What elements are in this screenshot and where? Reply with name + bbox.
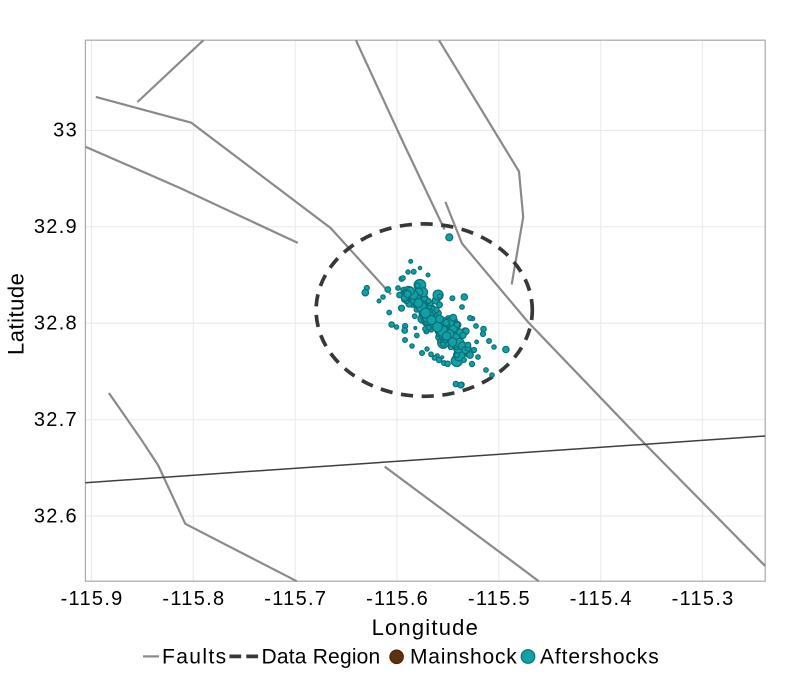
svg-text:Latitude: Latitude — [4, 273, 29, 355]
svg-text:-115.5: -115.5 — [468, 588, 531, 610]
svg-text:Mainshock: Mainshock — [410, 646, 518, 669]
svg-text:-115.8: -115.8 — [162, 588, 225, 610]
svg-text:-115.3: -115.3 — [672, 588, 735, 610]
svg-text:-115.4: -115.4 — [570, 588, 633, 610]
svg-text:33: 33 — [53, 120, 78, 142]
svg-text:32.8: 32.8 — [34, 313, 78, 335]
svg-text:Aftershocks: Aftershocks — [540, 646, 660, 669]
svg-text:Longitude: Longitude — [372, 615, 479, 640]
svg-text:32.6: 32.6 — [34, 505, 78, 527]
svg-text:Data Region: Data Region — [262, 646, 381, 669]
svg-text:-115.9: -115.9 — [61, 588, 124, 610]
svg-text:-115.7: -115.7 — [264, 588, 327, 610]
svg-text:32.7: 32.7 — [34, 409, 78, 431]
svg-text:32.9: 32.9 — [34, 216, 78, 238]
svg-text:-115.6: -115.6 — [366, 588, 429, 610]
svg-text:Faults: Faults — [162, 646, 228, 669]
